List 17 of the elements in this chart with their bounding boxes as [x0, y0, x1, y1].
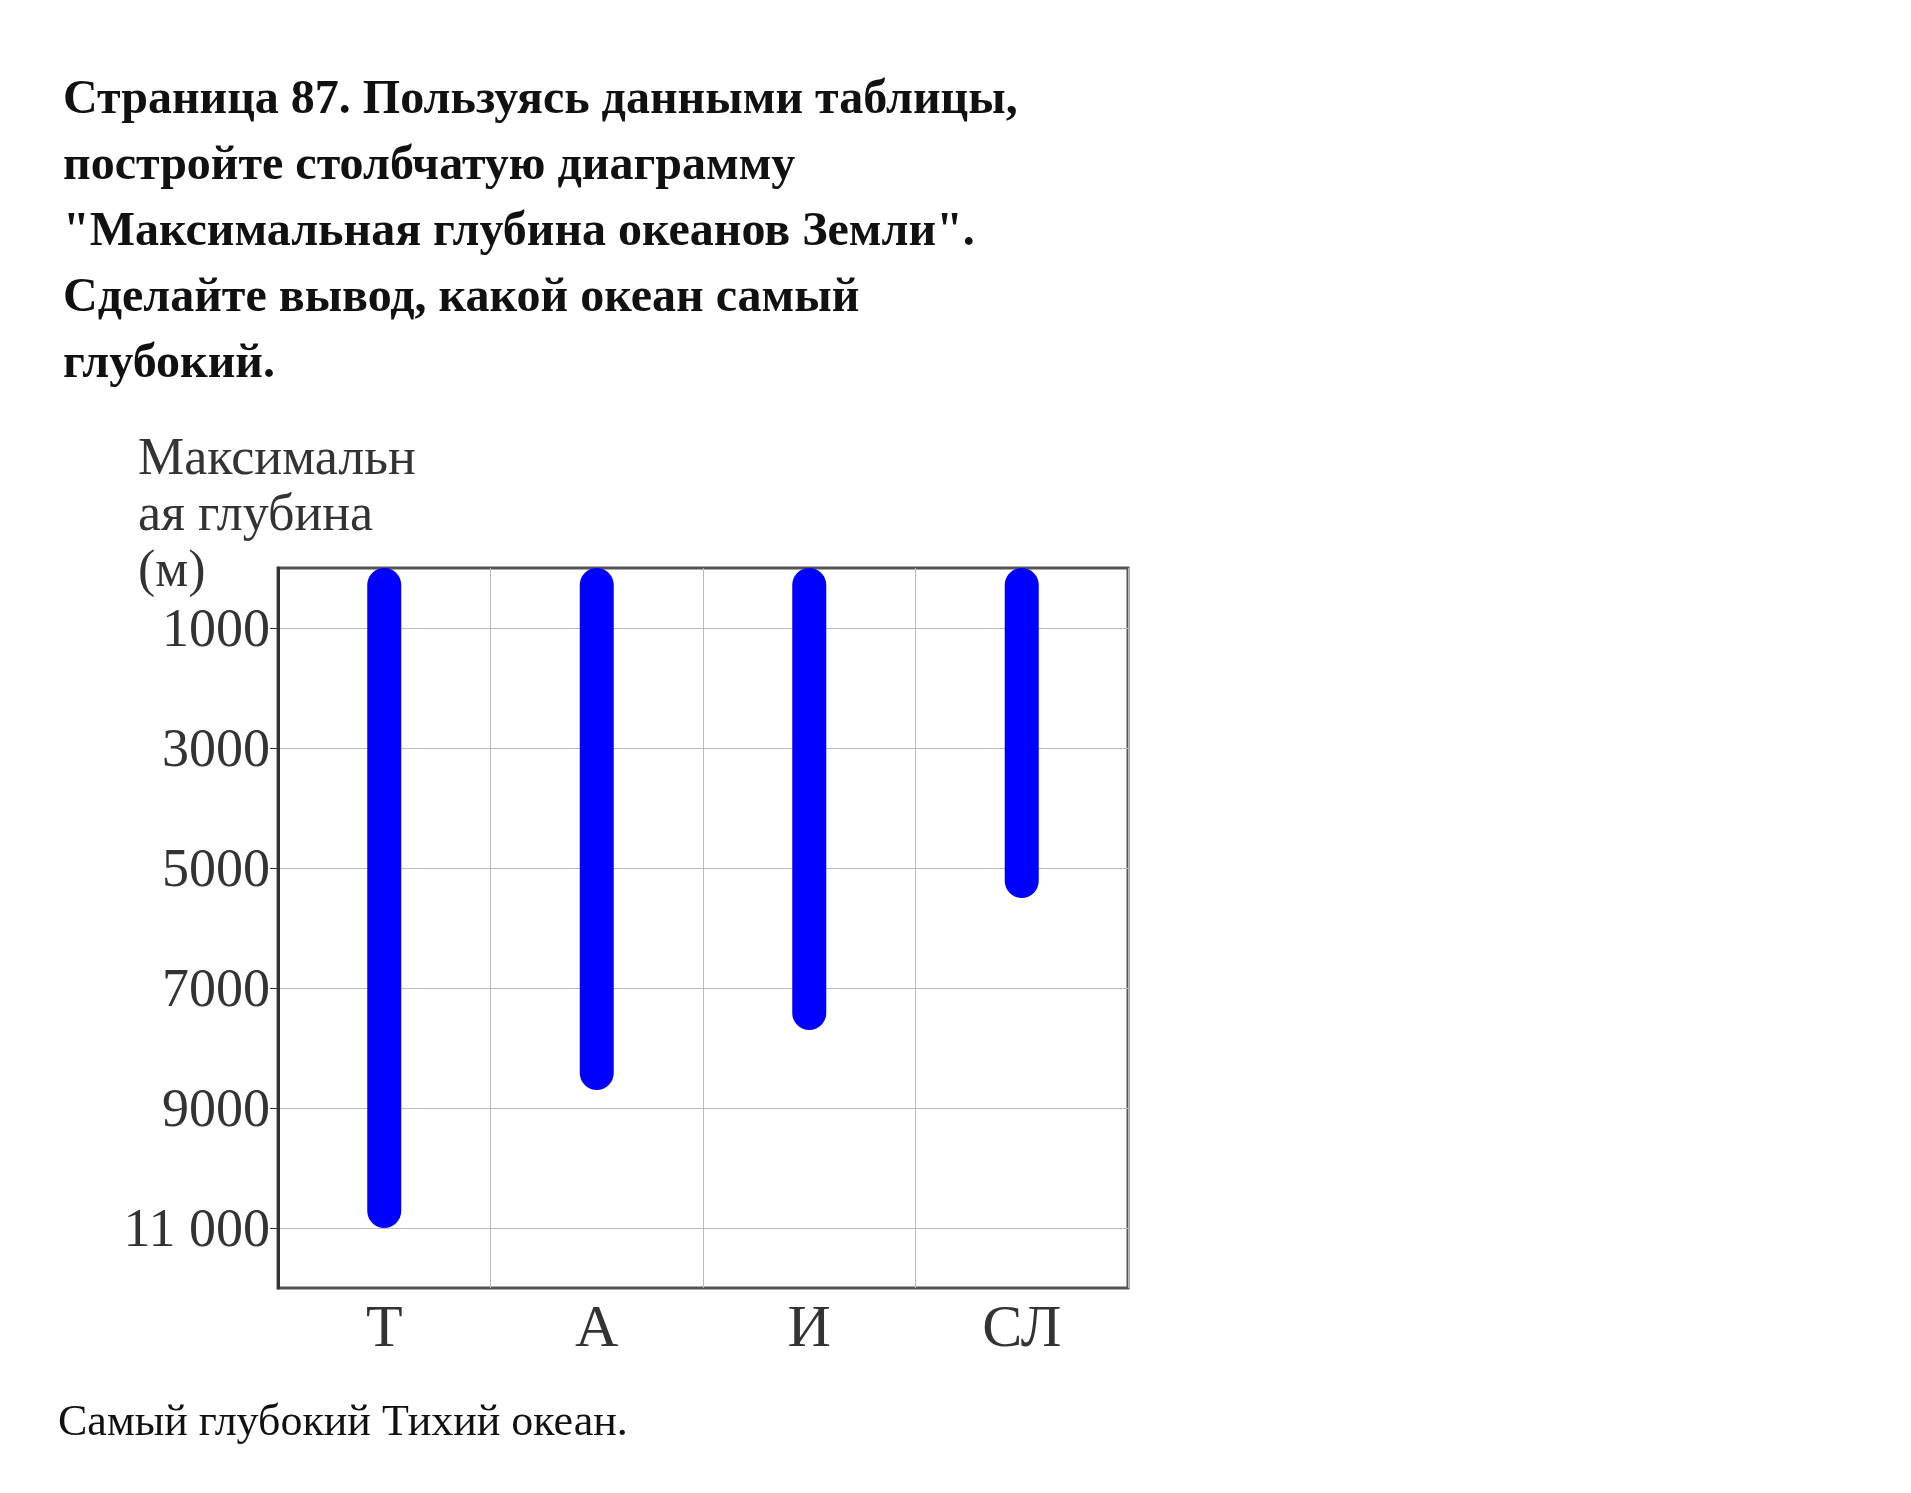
y-tick-label: 11 000: [123, 1198, 270, 1258]
x-tick-label: Т: [365, 1293, 403, 1359]
y-tick-label: 3000: [162, 718, 270, 778]
bar: [1004, 568, 1039, 898]
y-tick-label: 9000: [162, 1078, 270, 1138]
bar: [367, 568, 402, 1228]
y-tick-label: 5000: [162, 838, 270, 898]
x-tick-label: СЛ: [982, 1293, 1062, 1359]
y-tick-label: 7000: [162, 958, 270, 1018]
text: Самый глубокий Тихий океан.: [58, 1395, 628, 1445]
bar: [579, 568, 614, 1090]
y-tick-label: 1000: [162, 598, 270, 658]
x-tick-label: А: [575, 1293, 619, 1359]
bar: [792, 568, 827, 1030]
y-axis-title: Максимальная глубина (м): [138, 427, 416, 598]
chart-title: Страница 87. Пользуясь данными таблицы, постройте столбчатую диаграмму "Максимальная глубина океанов Земли". Сделайте вывод, какой океан самый глубокий.: [63, 69, 1030, 387]
x-tick-label: И: [787, 1293, 831, 1359]
